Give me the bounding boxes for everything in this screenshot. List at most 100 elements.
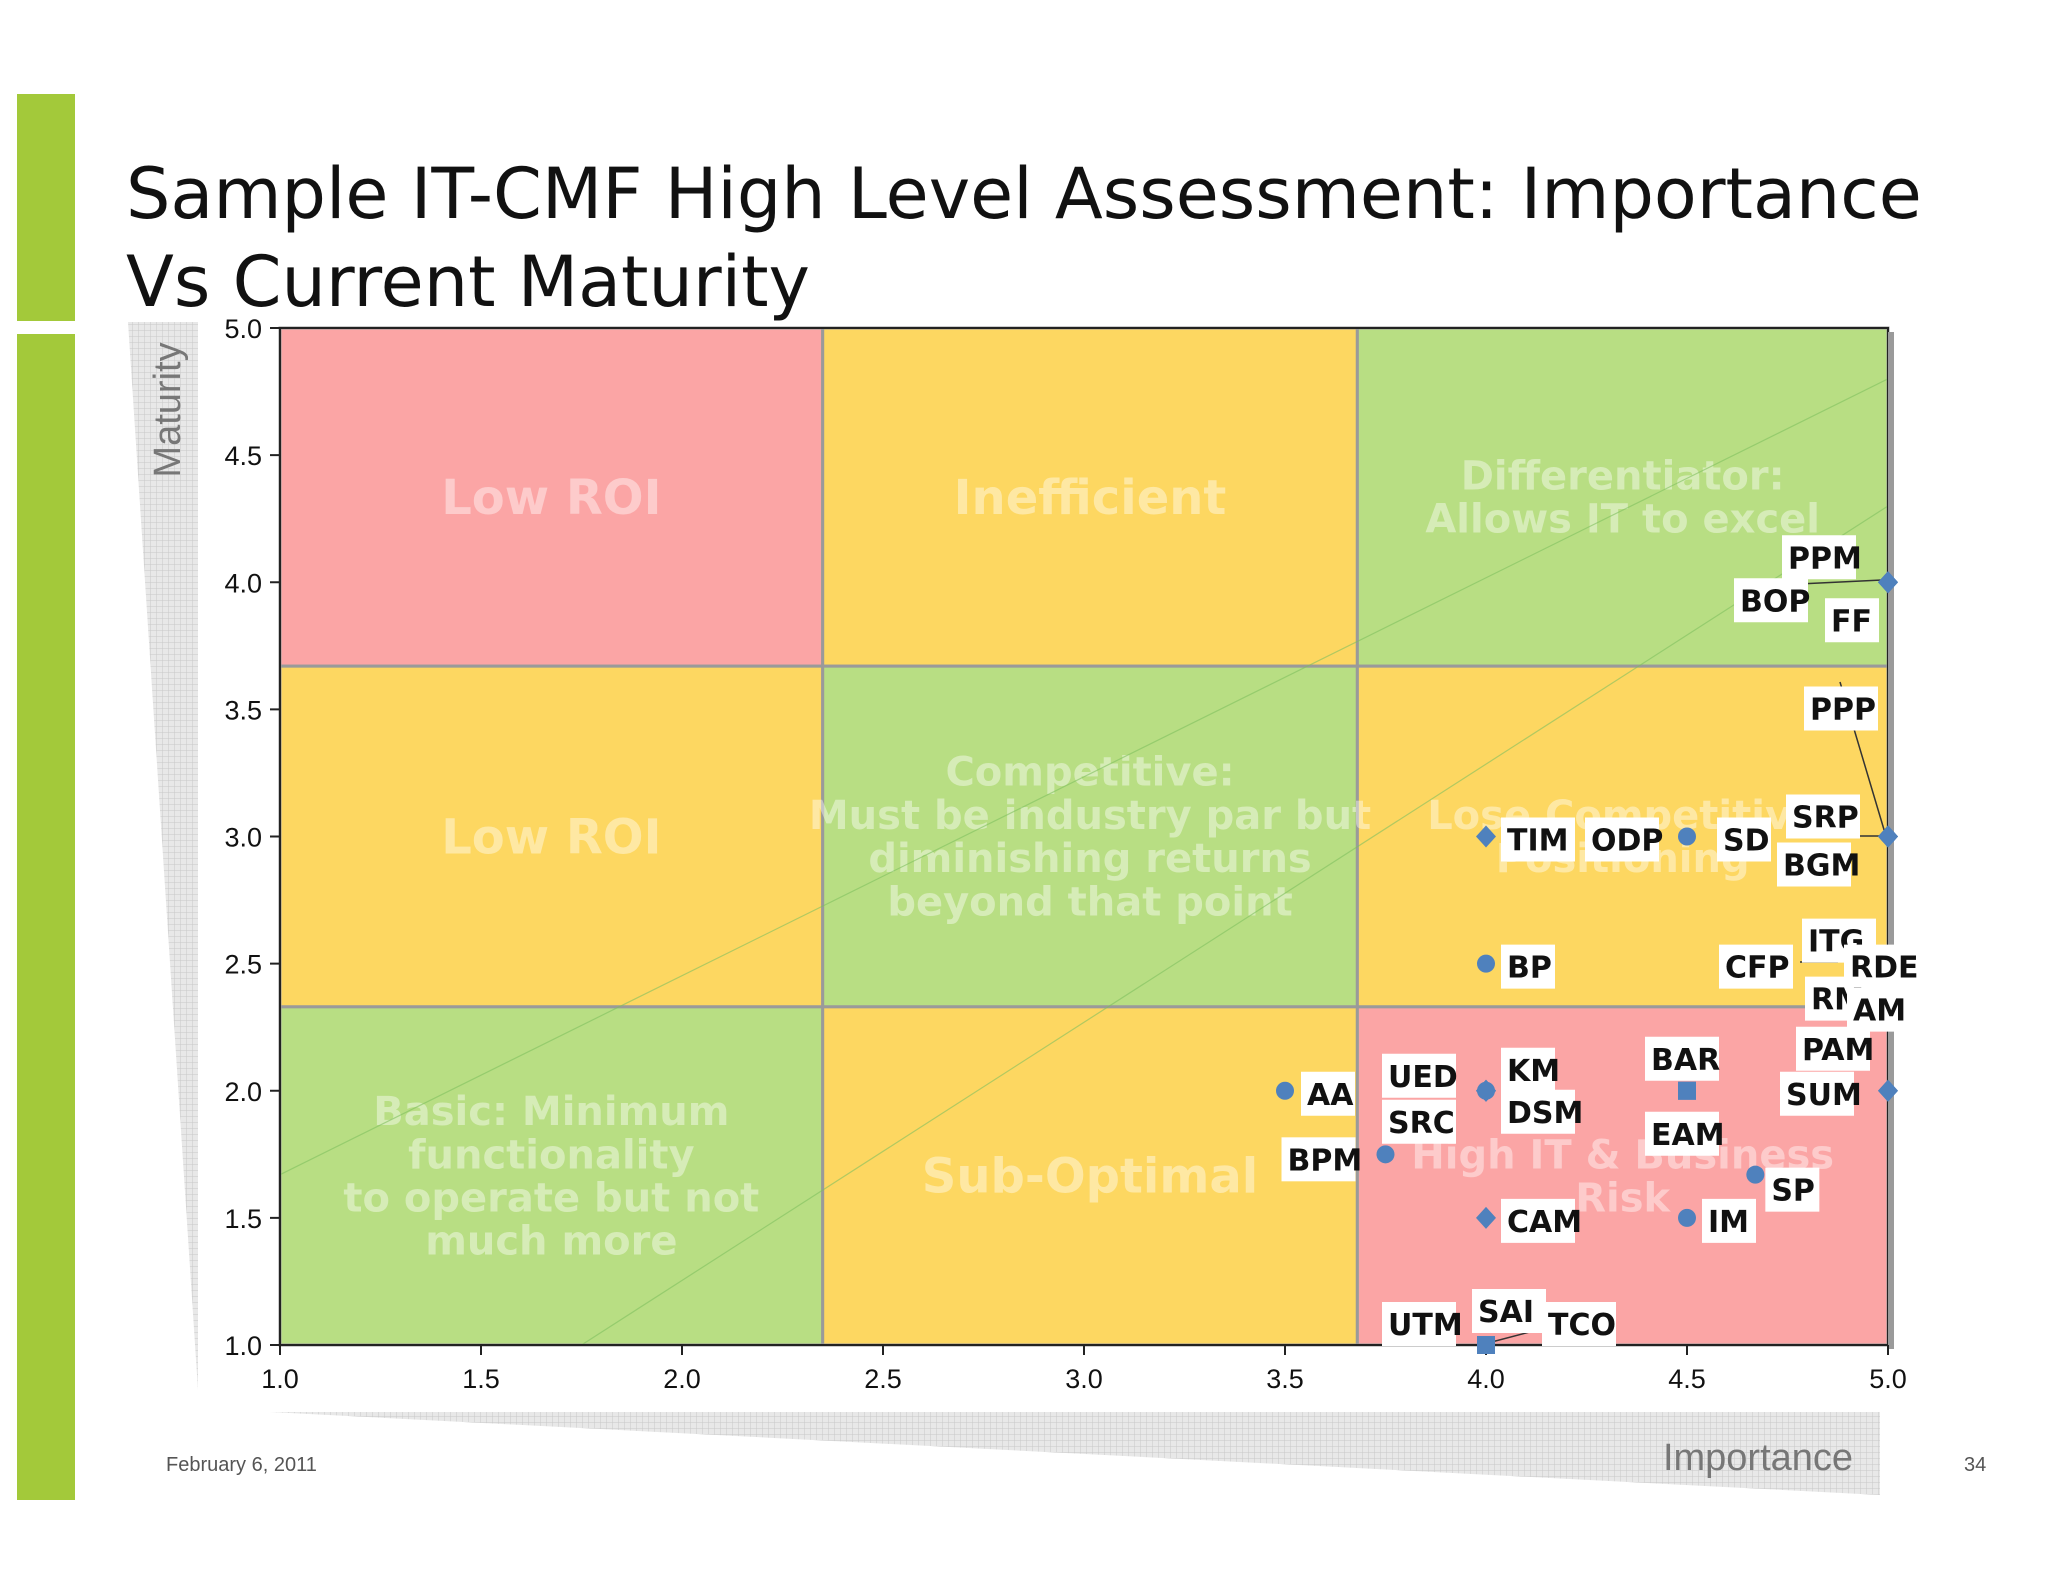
zone-label-1: Inefficient (954, 470, 1227, 526)
point-label-group: KM (1501, 1047, 1560, 1092)
point-label-bg (1501, 944, 1555, 989)
y-tick-label: 4.5 (224, 441, 262, 471)
zone-label-line: Inefficient (954, 470, 1227, 526)
point-label-group: AA (1301, 1071, 1355, 1116)
point-label-bg (1301, 1071, 1355, 1116)
point-label-group: ITG (1802, 918, 1876, 963)
point-label-bg (1501, 817, 1575, 862)
zone-label-3: Low ROI (441, 809, 661, 865)
point-marker (1878, 1079, 1898, 1102)
point-label: BOP (1740, 584, 1810, 619)
title-line-1: Sample IT-CMF High Level Assessment: Imp… (126, 153, 1922, 235)
point-label-bg (1786, 794, 1860, 839)
point-marker (1477, 954, 1495, 973)
point-label-bg (1804, 686, 1878, 731)
zone-label-line: Risk (1575, 1176, 1671, 1222)
point-label-group: CAM (1501, 1198, 1582, 1243)
point-label-group: SRC (1382, 1099, 1456, 1144)
point-label-group: SAI (1472, 1289, 1546, 1333)
point-label-group: TIM (1501, 817, 1575, 862)
x-tick-label: 4.5 (1668, 1364, 1706, 1394)
zone-label-2: Differentiator: Allows IT to excel (1425, 453, 1820, 542)
zone-0 (278, 326, 825, 668)
point-marker (1678, 1208, 1696, 1227)
maturity-axis-wedge (128, 322, 198, 1390)
x-tick-label: 1.5 (462, 1364, 500, 1394)
point-label-bg (1780, 1071, 1854, 1116)
point-label-group: BGM (1777, 842, 1860, 887)
point-label: DSM (1507, 1096, 1583, 1131)
point-label: TIM (1507, 824, 1568, 859)
importance-axis-wedge (270, 1412, 1880, 1495)
diagonal-line-lower (581, 505, 1889, 1346)
zone-label-6: Basic: Minimum functionality to operate bu… (343, 1089, 759, 1265)
zone-7 (821, 1005, 1359, 1347)
page-number: 34 (1964, 1454, 1987, 1476)
title-line-2: Vs Current Maturity (126, 241, 810, 323)
point-label-group: BPM (1281, 1137, 1362, 1182)
point-label-group: IM (1702, 1198, 1756, 1243)
point-label: ODP (1591, 824, 1663, 859)
point-marker (1878, 825, 1898, 848)
zone-label-7: Sub-Optimal (922, 1149, 1258, 1205)
point-label: BGM (1783, 849, 1860, 884)
point-label-bg (1734, 578, 1808, 623)
point-label-bg (1702, 1198, 1756, 1243)
point-label-group: CFP (1719, 944, 1793, 989)
zone-label-line: functionality (408, 1132, 694, 1178)
point-label-bg (1542, 1302, 1616, 1346)
point-label-group: SRP (1786, 794, 1860, 839)
zone-label-line: Competitive: (945, 750, 1234, 796)
point-label-bg (1717, 817, 1771, 862)
point-label-group: PPM (1782, 535, 1862, 580)
point-label-bg (1382, 1302, 1456, 1346)
zone-label-line: Sub-Optimal (922, 1149, 1258, 1205)
point-label: UED (1388, 1060, 1458, 1095)
point-label-group: AM (1847, 987, 1906, 1032)
point-label: AM (1853, 994, 1906, 1029)
point-marker (1746, 1165, 1765, 1184)
point-label-bg (1585, 817, 1659, 862)
point-label: UTM (1388, 1308, 1463, 1343)
point-label-bg (1847, 987, 1901, 1032)
point-label: FF (1831, 604, 1872, 639)
zone-1 (821, 326, 1359, 668)
point-label-bg (1281, 1137, 1356, 1182)
zone-label-line: High IT & Business (1411, 1132, 1834, 1178)
zone-label-8: High IT & Business Risk (1411, 1132, 1834, 1221)
point-label-bg (1382, 1053, 1456, 1098)
zone-label-line: to operate but not (343, 1176, 759, 1222)
y-tick-label: 2.5 (224, 950, 262, 980)
zone-3 (278, 664, 825, 1009)
point-label-group: UTM (1382, 1302, 1463, 1346)
point-label: KM (1507, 1054, 1560, 1089)
point-label-bg (1777, 842, 1851, 887)
point-marker (1476, 1206, 1496, 1229)
point-label-group: RDE (1844, 944, 1919, 989)
point-label-bg (1645, 1036, 1719, 1081)
point-label: RDE (1850, 951, 1919, 986)
accent-bar-top (17, 94, 75, 321)
y-tick-label: 1.0 (224, 1331, 262, 1361)
point-label: BAR (1651, 1043, 1720, 1078)
zone-4 (821, 664, 1359, 1009)
point-label: IM (1708, 1205, 1749, 1240)
zone-label-line: Low ROI (441, 470, 661, 526)
x-axis-label: Importance (1663, 1437, 1853, 1479)
x-tick-label: 1.0 (261, 1364, 299, 1394)
y-tick-label: 5.0 (224, 314, 262, 344)
point-label-group: DSM (1501, 1089, 1583, 1134)
point-label-group: PAM (1796, 1026, 1874, 1071)
y-tick-label: 2.0 (224, 1077, 262, 1107)
point-label-group: SD (1717, 817, 1771, 862)
point-label: PAM (1802, 1033, 1874, 1068)
point-label-bg (1501, 1198, 1575, 1243)
point-label: SP (1771, 1174, 1815, 1209)
point-label: AA (1307, 1078, 1354, 1113)
point-label: CAM (1507, 1205, 1582, 1240)
zone-label-line: diminishing returns (868, 836, 1311, 882)
point-label-group: ODP (1585, 817, 1663, 862)
point-label-bg (1765, 1167, 1820, 1212)
point-label-bg (1501, 1047, 1555, 1092)
